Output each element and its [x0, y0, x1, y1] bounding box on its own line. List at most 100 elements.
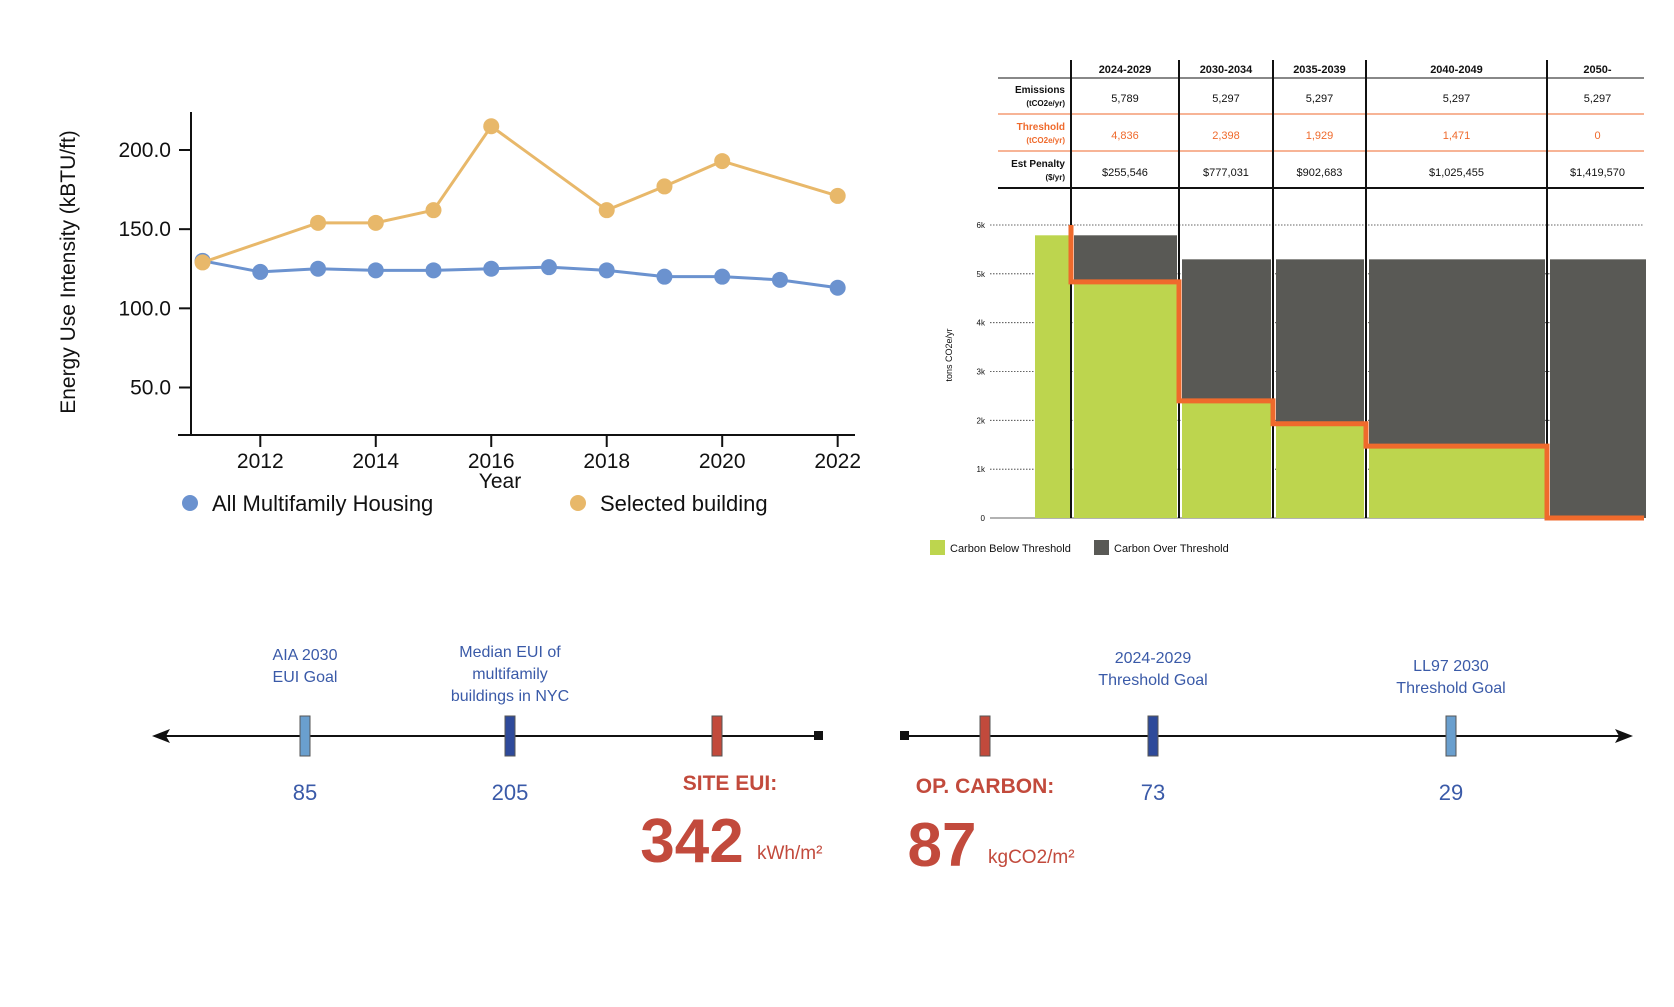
scale-marker: [711, 715, 723, 757]
legend-swatch: [1094, 540, 1109, 555]
ll97-y-axis-label: tons CO2e/yr: [944, 328, 954, 381]
row-label: Est Penalty: [1011, 159, 1065, 170]
bar-below-threshold: [1276, 423, 1364, 518]
ll97-legend: Carbon Below Threshold Carbon Over Thresh…: [930, 540, 1229, 555]
legend: All Multifamily Housing Selected building: [182, 491, 768, 516]
table-cell: $255,546: [1102, 167, 1148, 179]
table-cell: 1,929: [1306, 130, 1334, 142]
bar-over-threshold: [1369, 259, 1545, 447]
period-header: 2040-2049: [1430, 64, 1483, 76]
row-unit: ($/yr): [1045, 173, 1065, 182]
table-cell: 5,297: [1212, 93, 1240, 105]
x-ticks: 2012 2014 2016 2018 2020 2022: [237, 435, 861, 473]
bar-below-threshold: [1369, 446, 1545, 518]
marker-value: 73: [1141, 780, 1165, 805]
y-tick-label: 150.0: [118, 218, 171, 241]
y-tick-label: 200.0: [118, 139, 171, 162]
y-tick-label: 50.0: [130, 377, 171, 400]
table-cell: 5,297: [1306, 93, 1334, 105]
bar-below-threshold: [1035, 235, 1071, 518]
series-layer: [194, 118, 846, 296]
x-tick-label: 2018: [583, 450, 630, 473]
ll97-y-tick-label: 3k: [977, 368, 986, 377]
series-line: [202, 259, 838, 290]
period-header: 2050-: [1583, 64, 1611, 76]
eui-scale-end-square: [814, 731, 823, 740]
ll97-y-tick-label: 0: [981, 514, 986, 523]
eui-markers: AIA 2030 EUI Goal 85 Median EUI of multifami…: [273, 644, 723, 805]
table-cell: $1,025,455: [1429, 167, 1484, 179]
table-cell: 2,398: [1212, 130, 1240, 142]
data-point: [656, 178, 673, 195]
ll97-bars: [1035, 235, 1646, 518]
bar-over-threshold: [1550, 259, 1646, 518]
marker-value: 205: [492, 780, 529, 805]
marker-label: Median EUI of: [459, 644, 561, 661]
bar-below-threshold: [1074, 281, 1177, 518]
ll97-y-tick-label: 6k: [977, 221, 986, 230]
op-carbon-value: 87: [908, 811, 977, 880]
series-line: [202, 124, 839, 264]
table-cell: $1,419,570: [1570, 167, 1625, 179]
x-tick-label: 2020: [699, 450, 746, 473]
legend-marker: [182, 495, 198, 511]
row-unit: (tCO2e/yr): [1026, 136, 1065, 145]
legend-marker: [570, 495, 586, 511]
op-carbon-unit: kgCO2/m²: [988, 847, 1075, 868]
data-point: [656, 268, 673, 285]
table-cell: 0: [1594, 130, 1600, 142]
table-cell: 5,789: [1111, 93, 1139, 105]
data-point: [483, 118, 500, 135]
marker-label: Threshold Goal: [1098, 672, 1207, 689]
site-eui-unit: kWh/m²: [757, 843, 822, 864]
data-point: [194, 254, 211, 271]
eui-scale: AIA 2030 EUI Goal 85 Median EUI of multifami…: [152, 644, 823, 876]
x-tick-label: 2012: [237, 450, 284, 473]
data-point: [310, 260, 327, 277]
period-header: 2030-2034: [1200, 64, 1253, 76]
bar-below-threshold: [1182, 400, 1271, 518]
data-point: [829, 187, 846, 204]
data-point: [714, 268, 731, 285]
table-cell: $777,031: [1203, 167, 1249, 179]
ll97-y-tick-label: 4k: [977, 319, 986, 328]
period-header: 2024-2029: [1099, 64, 1152, 76]
data-point: [425, 262, 442, 279]
x-tick-label: 2022: [814, 450, 861, 473]
data-point: [829, 279, 846, 296]
ll97-y-ticks: 0 1k 2k 3k 4k 5k 6k: [977, 221, 986, 523]
ll97-chart-svg: 2024-2029 2030-2034 2035-2039 2040-2049 2050…: [930, 60, 1646, 555]
marker-label: buildings in NYC: [451, 688, 569, 705]
y-axis-label: Energy Use Intensity (kBTU/ft): [57, 130, 80, 414]
period-header: 2035-2039: [1293, 64, 1346, 76]
row-unit: (tCO2e/yr): [1026, 99, 1065, 108]
scale-marker: [1445, 715, 1457, 757]
eui-line-chart: 50.0 100.0 150.0 200.0 2012 2014 2016 2018 2020…: [0, 0, 900, 560]
data-point: [425, 202, 442, 219]
scale-marker: [299, 715, 311, 757]
legend-swatch: [930, 540, 945, 555]
y-tick-label: 100.0: [118, 297, 171, 320]
marker-label: EUI Goal: [273, 669, 338, 686]
data-point: [310, 214, 327, 231]
carbon-scale-end-square: [900, 731, 909, 740]
marker-label: AIA 2030: [273, 647, 338, 664]
legend-label: Carbon Below Threshold: [950, 543, 1071, 555]
carbon-scale-arrow-right: [1615, 729, 1633, 743]
row-label: Emissions: [1015, 85, 1065, 96]
ll97-y-tick-label: 1k: [977, 465, 986, 474]
benchmark-scales: AIA 2030 EUI Goal 85 Median EUI of multifami…: [0, 600, 1674, 1002]
table-cell: 5,297: [1584, 93, 1612, 105]
bar-over-threshold: [1074, 235, 1177, 282]
ll97-y-tick-label: 2k: [977, 416, 986, 425]
marker-label: multifamily: [472, 666, 548, 683]
x-tick-label: 2014: [352, 450, 399, 473]
legend-label: All Multifamily Housing: [212, 491, 433, 516]
table-cell: $902,683: [1297, 167, 1343, 179]
data-point: [367, 214, 384, 231]
ll97-table: 2024-2029 2030-2034 2035-2039 2040-2049 2050…: [998, 64, 1644, 189]
marker-label: Threshold Goal: [1396, 680, 1505, 697]
row-label: Threshold: [1017, 122, 1065, 133]
x-axis-label: Year: [479, 470, 521, 493]
table-cell: 1,471: [1443, 130, 1471, 142]
